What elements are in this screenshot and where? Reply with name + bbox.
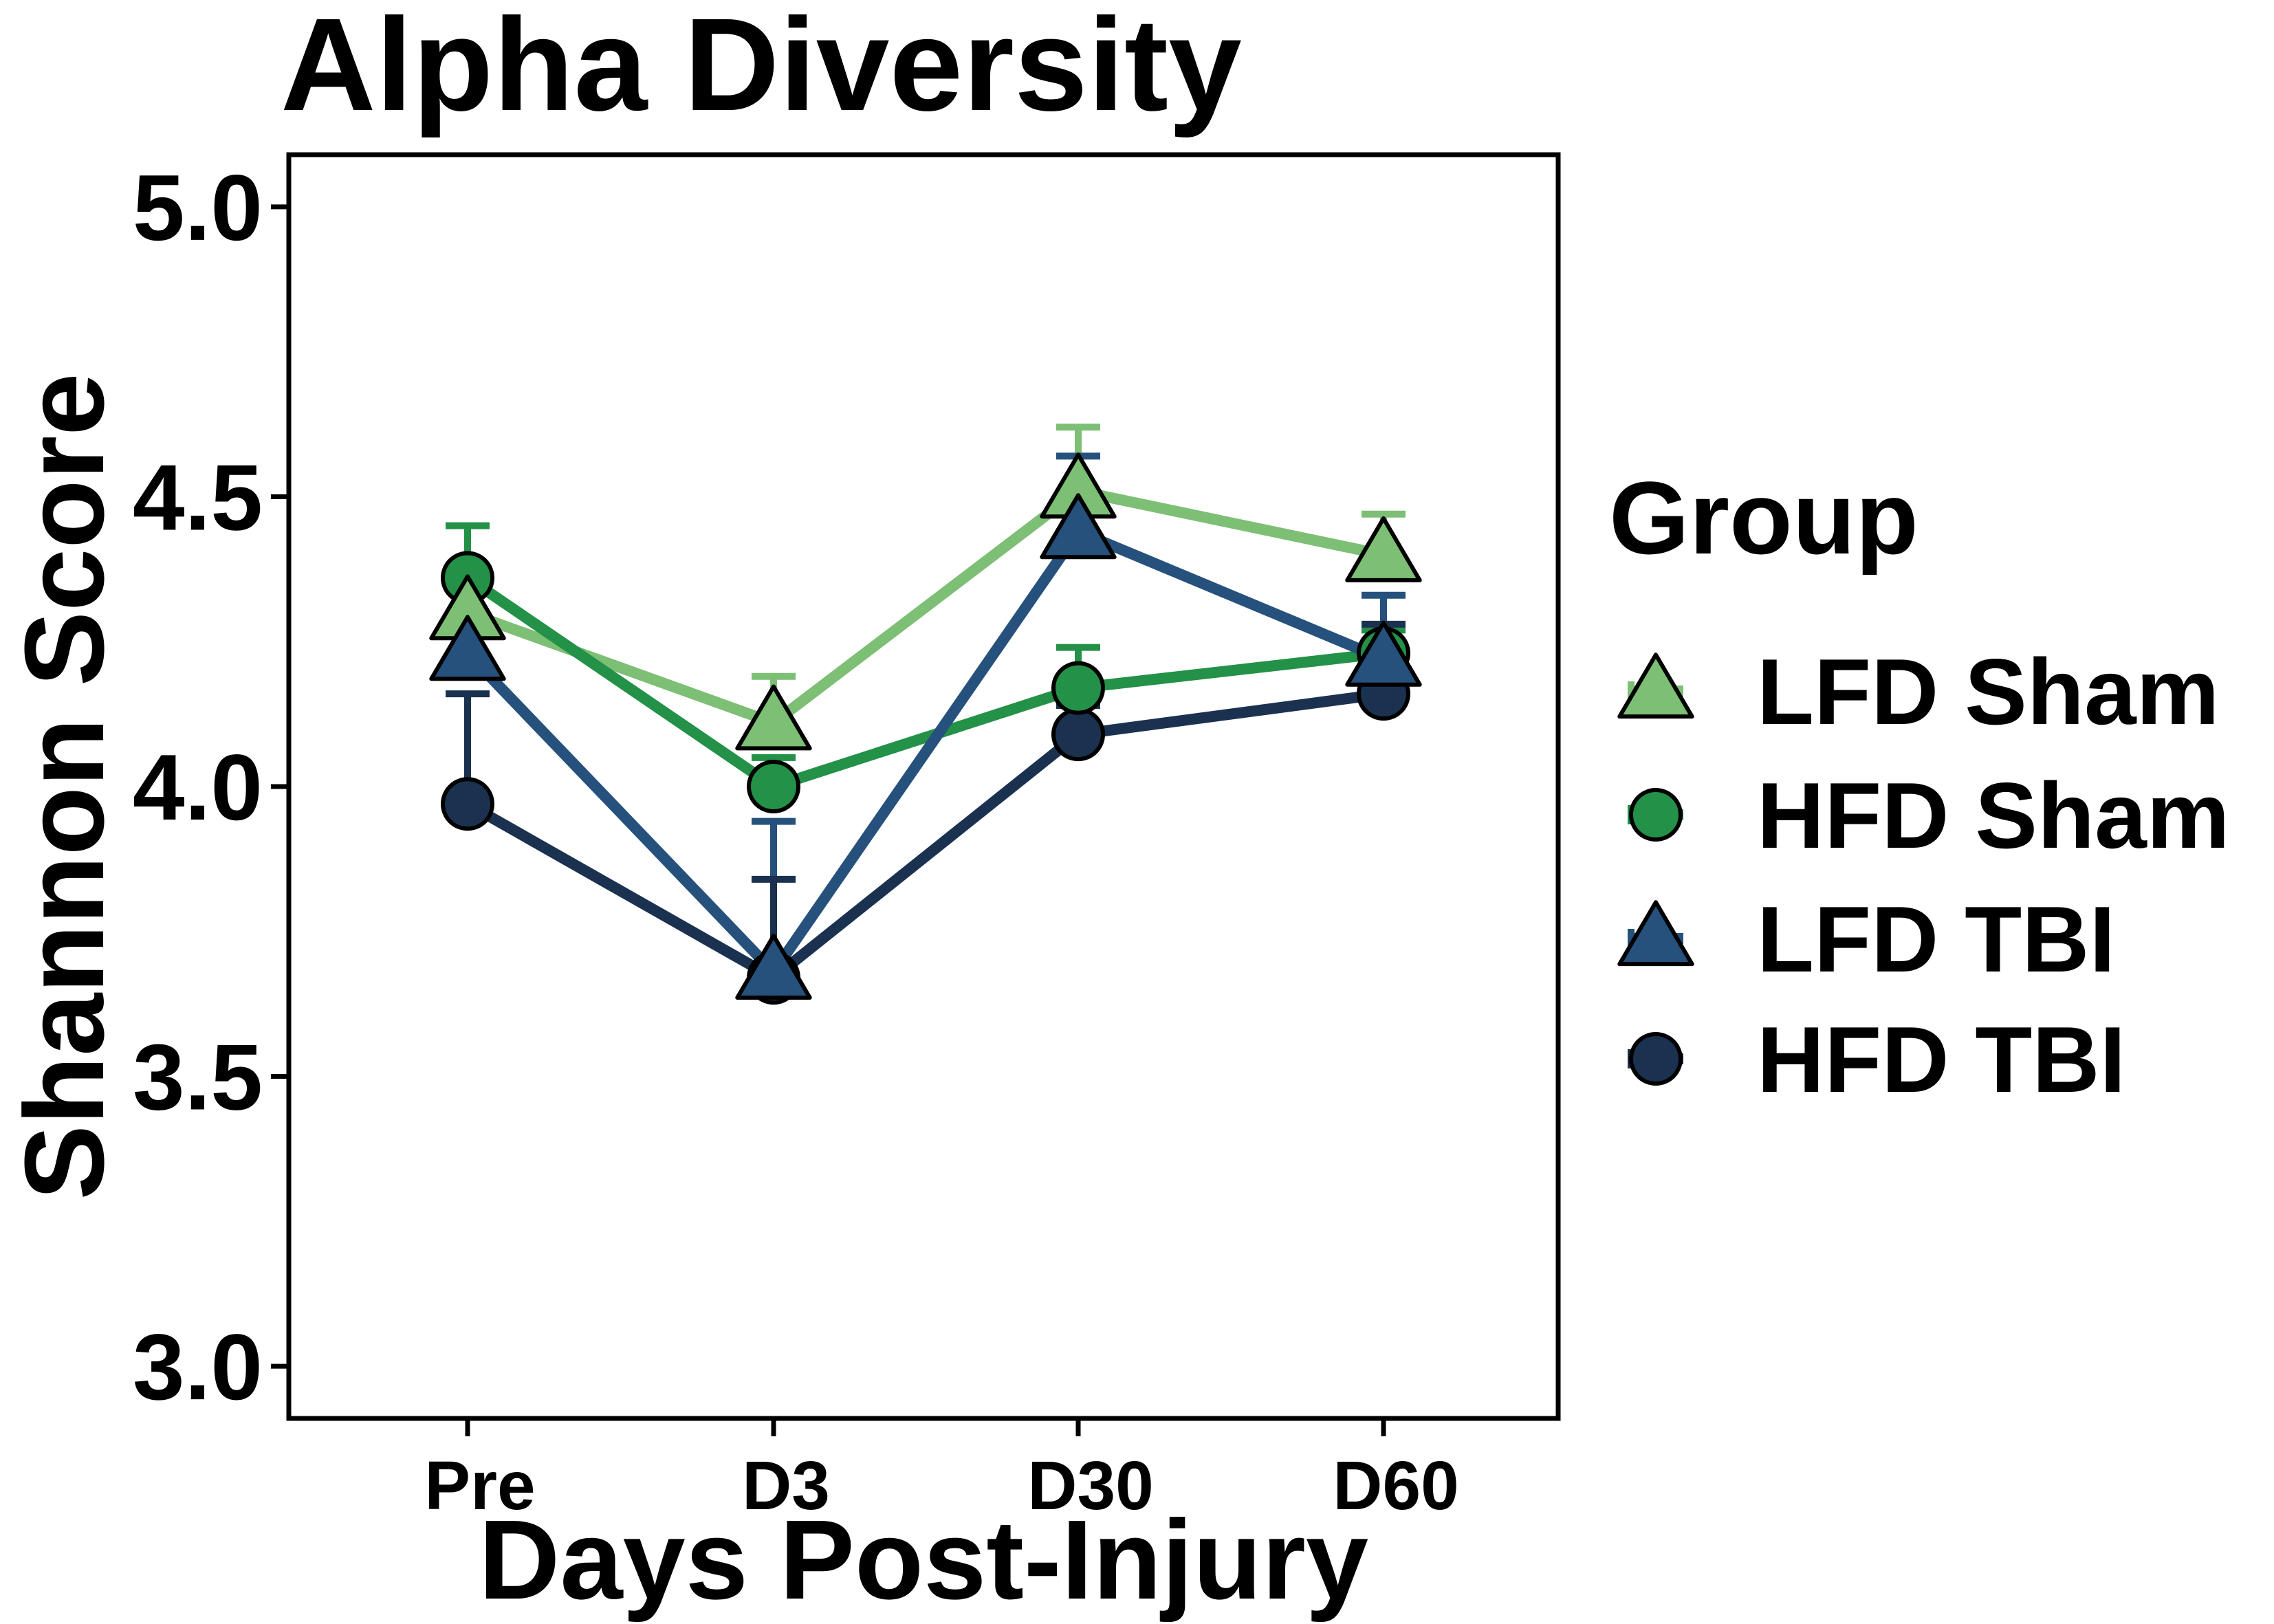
legend-label: LFD TBI: [1757, 887, 2115, 991]
series-marker: [1051, 707, 1105, 762]
x-tick-label: D30: [1027, 1447, 1153, 1524]
legend-marker: [1629, 1032, 1683, 1086]
series-line: [466, 485, 1385, 729]
series-markers: [429, 452, 1422, 1005]
series-marker: [429, 615, 506, 681]
series-marker: [1345, 620, 1422, 687]
legend-marker: [1629, 788, 1683, 842]
y-axis: 3.0 3.5 4.0 4.5 5.0: [133, 155, 289, 1419]
x-tick-label: Pre: [424, 1447, 535, 1524]
series-marker: [1040, 493, 1117, 560]
legend-item: LFD Sham: [1617, 639, 2220, 744]
legend: Group LFD Sham HFD Sham LFD TBI HFD TBI: [1609, 460, 2230, 1112]
series-marker: [735, 684, 812, 751]
y-tick-label: 4.5: [133, 445, 263, 549]
y-tick-label: 3.5: [133, 1025, 263, 1130]
legend-title: Group: [1609, 460, 1918, 575]
x-axis-label: Days Post-Injury: [479, 1497, 1368, 1623]
legend-item: HFD TBI: [1628, 1007, 2125, 1112]
y-tick-label: 5.0: [133, 155, 263, 260]
x-tick-label: D3: [742, 1447, 830, 1524]
y-tick-label: 3.0: [133, 1315, 263, 1419]
legend-label: HFD Sham: [1757, 763, 2230, 868]
plot-panel: [286, 152, 1561, 1421]
legend-marker: [1617, 652, 1694, 719]
series-marker: [747, 760, 800, 813]
series-marker: [441, 777, 494, 831]
y-tick-label: 4.0: [133, 735, 263, 840]
x-tick-label: D60: [1333, 1447, 1458, 1524]
legend-marker: [1617, 900, 1694, 967]
legend-item: HFD Sham: [1628, 763, 2230, 868]
legend-label: LFD Sham: [1757, 639, 2220, 744]
x-axis: Pre D3 D30 D60: [424, 1418, 1459, 1524]
series-line: [465, 688, 1385, 984]
series-marker: [735, 934, 812, 1000]
series-lines: [463, 485, 1386, 984]
y-axis-label: Shannon Score: [1, 373, 127, 1200]
series-line: [464, 573, 1384, 792]
series-marker: [1345, 516, 1422, 582]
legend-label: HFD TBI: [1757, 1007, 2125, 1112]
series-marker: [1051, 661, 1105, 715]
series-line: [463, 526, 1386, 978]
chart-title: Alpha Diversity: [281, 0, 1242, 138]
legend-item: LFD TBI: [1617, 887, 2115, 991]
